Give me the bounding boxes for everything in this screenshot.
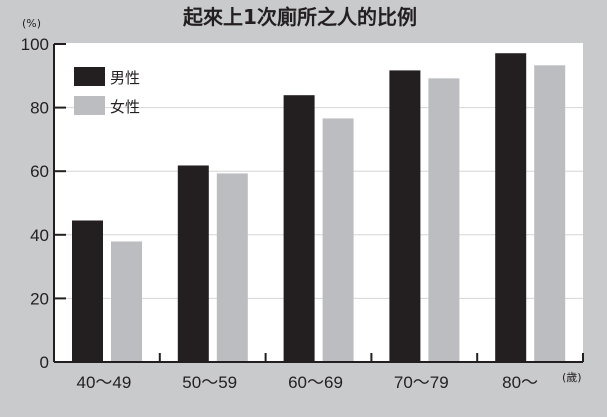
legend-label: 男性 (110, 69, 140, 87)
x-tick-label: 40～49 (76, 373, 131, 392)
bar-female (428, 78, 460, 363)
plot-area (54, 43, 583, 362)
bar-male (495, 53, 527, 363)
bar-female (322, 118, 354, 362)
y-tick-label: 40 (30, 226, 49, 245)
x-tick-label: 70～79 (394, 373, 449, 392)
x-tick-label: 80～ (502, 373, 538, 392)
y-tick-label: 20 (30, 289, 49, 308)
bar-female (534, 65, 566, 362)
bar-male (72, 220, 103, 362)
bar-female (111, 241, 142, 362)
bar-male (177, 165, 209, 362)
bar-female (216, 173, 248, 362)
x-axis-unit: (歲) (562, 370, 582, 384)
y-tick-label: 60 (30, 162, 49, 181)
x-tick-label: 50～59 (182, 373, 237, 392)
bar-male (283, 95, 315, 362)
y-tick-label: 0 (40, 353, 49, 372)
chart-title: 起來上1次廁所之人的比例 (182, 5, 417, 29)
y-tick-label: 100 (21, 35, 49, 54)
x-tick-label: 60～69 (288, 373, 343, 392)
bar-male (389, 70, 421, 363)
legend-swatch (74, 67, 105, 86)
y-tick-label: 80 (30, 99, 49, 118)
legend-swatch (74, 96, 105, 115)
y-axis-unit: (%) (22, 17, 41, 30)
legend-label: 女性 (110, 98, 140, 116)
